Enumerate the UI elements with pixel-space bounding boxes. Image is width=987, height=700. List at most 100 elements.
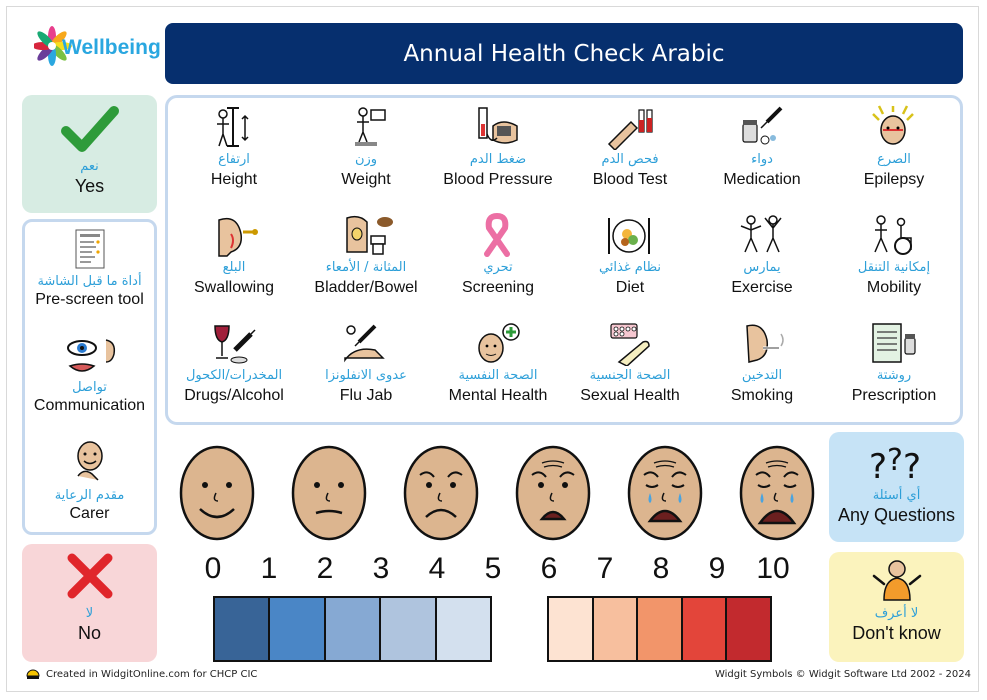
scale-number-5[interactable]: 5 [484,552,502,585]
topic-arabic-label: المخدرات/الكحول [185,368,283,383]
pain-low-segment-3[interactable] [325,598,382,660]
svg-text:?: ? [869,447,887,484]
scale-number-8[interactable]: 8 [652,552,670,585]
topic-sexual-health[interactable]: الصحة الجنسية Sexual Health [564,314,696,422]
face-sad-icon[interactable] [402,445,480,541]
yes-label: Yes [74,176,105,196]
topic-arabic-label: البلع [222,260,246,275]
cross-icon [67,553,112,599]
topic-arabic-label: إمكانية التنقل [857,260,931,275]
svg-text:?: ? [903,447,921,484]
communication-item[interactable]: تواصل Communication [25,336,154,416]
height-measure-icon [217,107,249,147]
topic-smoking[interactable]: التدخين Smoking [696,314,828,422]
topic-weight[interactable]: وزن Weight [300,98,432,206]
epilepsy-head-icon [872,105,914,145]
topic-arabic-label: ارتفاع [218,152,250,167]
communication-arabic: تواصل [72,380,107,395]
pain-low-segment-4[interactable] [381,598,437,660]
topic-height[interactable]: ارتفاع Height [168,98,300,206]
topic-flu-jab[interactable]: عدوى الانفلونزا Flu Jab [300,314,432,422]
scale-number-4[interactable]: 4 [428,552,446,585]
face-upset-icon[interactable] [514,445,592,541]
wine-syringe-icon [214,325,256,364]
blood-pressure-cuff-icon [478,107,518,144]
yes-arabic-label: نعم [80,159,99,174]
topic-medication[interactable]: دواء Medication [696,98,828,206]
topic-screening[interactable]: تحري Screening [432,206,564,314]
no-arabic-label: لا [85,606,94,621]
pain-high-segment-2[interactable] [593,598,639,660]
pre-screen-tool-arabic: أداة ما قبل الشاشة [37,274,142,289]
topic-exercise[interactable]: يمارس Exercise [696,206,828,314]
scale-number-0[interactable]: 0 [204,552,222,585]
dont-know-label: Don't know [852,623,941,643]
weighing-scale-icon [355,107,386,146]
scale-number-9[interactable]: 9 [708,552,726,585]
eye-ear-mouth-icon [66,339,115,372]
topic-diet[interactable]: نظام غذائي Diet [564,206,696,314]
topic-arabic-label: فحص الدم [601,152,659,167]
topics-panel: ارتفاع Height وزن Weight ضغط الدم Blood Press… [165,95,963,425]
carer-hand-on-heart-icon [76,441,103,481]
yes-card[interactable]: نعم Yes [22,95,157,213]
topic-label: Mental Health [448,387,548,404]
topic-label: Flu Jab [339,387,393,404]
topic-drugs-alcohol[interactable]: المخدرات/الكحول Drugs/Alcohol [168,314,300,422]
topic-label: Smoking [730,387,794,404]
topic-arabic-label: يمارس [743,260,781,275]
topic-epilepsy[interactable]: الصرع Epilepsy [828,98,960,206]
no-card[interactable]: لا No [22,544,157,662]
topic-label: Exercise [731,279,793,296]
pain-high-segment-4[interactable] [682,598,728,660]
swallowing-icon [218,217,258,257]
pain-low-segment-5[interactable] [436,598,491,660]
question-marks-icon: ? ? ? [869,443,921,487]
scale-number-6[interactable]: 6 [540,552,558,585]
scale-number-10[interactable]: 10 [756,552,790,585]
pre-screen-tool-item[interactable]: أداة ما قبل الشاشة Pre-screen tool [25,228,154,310]
pain-faces-row [175,445,815,545]
topic-label: Diet [615,279,645,296]
carer-item[interactable]: مقدم الرعاية Carer [25,440,154,524]
any-questions-card[interactable]: ? ? ? أي أسئلة Any Questions [829,432,964,542]
pre-screen-tool-label: Pre-screen tool [35,291,144,308]
topic-label: Drugs/Alcohol [184,387,284,404]
pain-high-segment-1[interactable] [549,598,594,660]
page-title: Annual Health Check Arabic [165,23,963,84]
topic-blood-pressure[interactable]: ضغط الدم Blood Pressure [432,98,564,206]
wellbeing-logo: Wellbeing [32,24,161,70]
pain-low-segment-1[interactable] [215,598,271,660]
scale-number-2[interactable]: 2 [316,552,334,585]
carer-arabic: مقدم الرعاية [54,488,125,503]
face-happy-icon[interactable] [178,445,256,541]
scale-number-1[interactable]: 1 [260,552,278,585]
topic-arabic-label: الصرع [877,152,911,167]
topic-prescription[interactable]: روشتة Prescription [828,314,960,422]
pinwheel-icon [32,26,72,66]
topic-arabic-label: دواء [751,152,773,167]
pain-scale-numbers: 0 1 2 3 4 5 6 7 8 9 10 [196,552,806,592]
scale-number-7[interactable]: 7 [596,552,614,585]
dont-know-card[interactable]: لا أعرف Don't know [829,552,964,662]
left-support-panel: أداة ما قبل الشاشة Pre-screen tool تواصل… [22,219,157,535]
no-label: No [77,623,101,643]
topic-label: Prescription [851,387,937,404]
pain-low-segment-2[interactable] [270,598,326,660]
communication-label: Communication [33,397,146,414]
widgit-logo-icon [26,669,40,679]
topic-mental-health[interactable]: الصحة النفسية Mental Health [432,314,564,422]
face-crying-icon[interactable] [626,445,704,541]
topic-arabic-label: ضغط الدم [469,152,527,167]
topic-mobility[interactable]: إمكانية التنقل Mobility [828,206,960,314]
topic-swallowing[interactable]: البلع Swallowing [168,206,300,314]
footer-left-text: Created in WidgitOnline.com for CHCP CIC [46,668,258,680]
pain-high-segment-5[interactable] [727,598,770,660]
topic-blood-test[interactable]: فحص الدم Blood Test [564,98,696,206]
topic-bladder-bowel[interactable]: المثانة / الأمعاء Bladder/Bowel [300,206,432,314]
face-neutral-icon[interactable] [290,445,368,541]
scale-number-3[interactable]: 3 [372,552,390,585]
checklist-document-icon [75,229,104,269]
face-sobbing-icon[interactable] [738,445,816,541]
pain-high-segment-3[interactable] [638,598,683,660]
